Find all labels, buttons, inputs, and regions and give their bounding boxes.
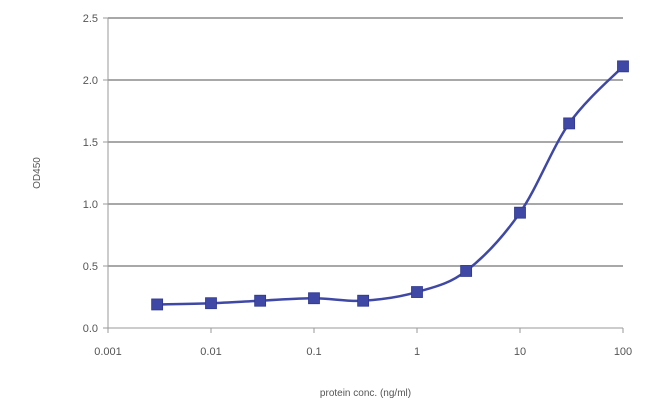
data-points bbox=[151, 60, 629, 311]
data-point-5 bbox=[411, 286, 423, 298]
y-tick-label-2: 1.0 bbox=[83, 199, 98, 211]
data-point-8 bbox=[563, 117, 576, 130]
y-tick-label-0: 0.0 bbox=[83, 323, 98, 335]
data-point-1 bbox=[205, 297, 217, 310]
data-point-3 bbox=[308, 292, 320, 305]
x-tick-label-3: 1 bbox=[414, 346, 420, 358]
x-tick-label-0: 0.001 bbox=[94, 346, 122, 358]
y-tick-label-3: 1.5 bbox=[83, 137, 98, 149]
x-axis-label: protein conc. (ng/ml) bbox=[320, 388, 411, 399]
series-line-0 bbox=[155, 65, 625, 306]
gridlines bbox=[108, 17, 623, 267]
x-tick-label-2: 0.1 bbox=[306, 346, 321, 358]
data-point-9 bbox=[617, 60, 629, 73]
tick-labels: 0.0 0.5 1.0 1.5 2.0 2.5 0.001 0.01 0.1 1 10 100 bbox=[83, 13, 632, 358]
data-point-2 bbox=[254, 294, 267, 307]
data-point-6 bbox=[460, 265, 473, 277]
axes bbox=[103, 17, 624, 333]
series-line-layer bbox=[155, 65, 625, 306]
y-tick-label-4: 2.0 bbox=[83, 75, 98, 87]
x-tick-label-4: 10 bbox=[514, 346, 526, 358]
y-tick-label-1: 0.5 bbox=[83, 261, 98, 273]
y-axis-label: OD450 bbox=[32, 157, 43, 189]
x-tick-label-5: 100 bbox=[614, 346, 632, 358]
data-point-0 bbox=[151, 298, 164, 311]
data-point-4 bbox=[357, 294, 370, 307]
y-tick-label-5: 2.5 bbox=[83, 13, 98, 25]
x-tick-label-1: 0.01 bbox=[200, 346, 221, 358]
data-point-7 bbox=[514, 206, 526, 219]
